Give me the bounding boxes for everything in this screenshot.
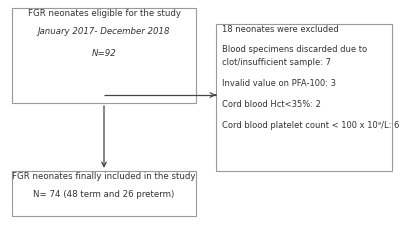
Bar (12, 171, 196, 216)
Text: FGR neonates finally included in the study: FGR neonates finally included in the stu… (12, 171, 196, 180)
Text: January 2017- December 2018: January 2017- December 2018 (38, 27, 170, 36)
Bar (216, 25, 392, 171)
Text: N=92: N=92 (92, 48, 116, 57)
Text: Cord blood Hct<35%: 2: Cord blood Hct<35%: 2 (222, 99, 321, 108)
Text: clot/insufficient sample: 7: clot/insufficient sample: 7 (222, 58, 331, 67)
Text: FGR neonates eligible for the study: FGR neonates eligible for the study (28, 9, 180, 18)
Text: Cord blood platelet count < 100 x 10⁹/L: 6: Cord blood platelet count < 100 x 10⁹/L:… (222, 120, 399, 129)
Text: Blood specimens discarded due to: Blood specimens discarded due to (222, 45, 367, 54)
Text: Invalid value on PFA-100: 3: Invalid value on PFA-100: 3 (222, 78, 336, 87)
Text: N= 74 (48 term and 26 preterm): N= 74 (48 term and 26 preterm) (33, 189, 175, 198)
Text: 18 neonates were excluded: 18 neonates were excluded (222, 25, 339, 34)
Bar (12, 9, 196, 104)
